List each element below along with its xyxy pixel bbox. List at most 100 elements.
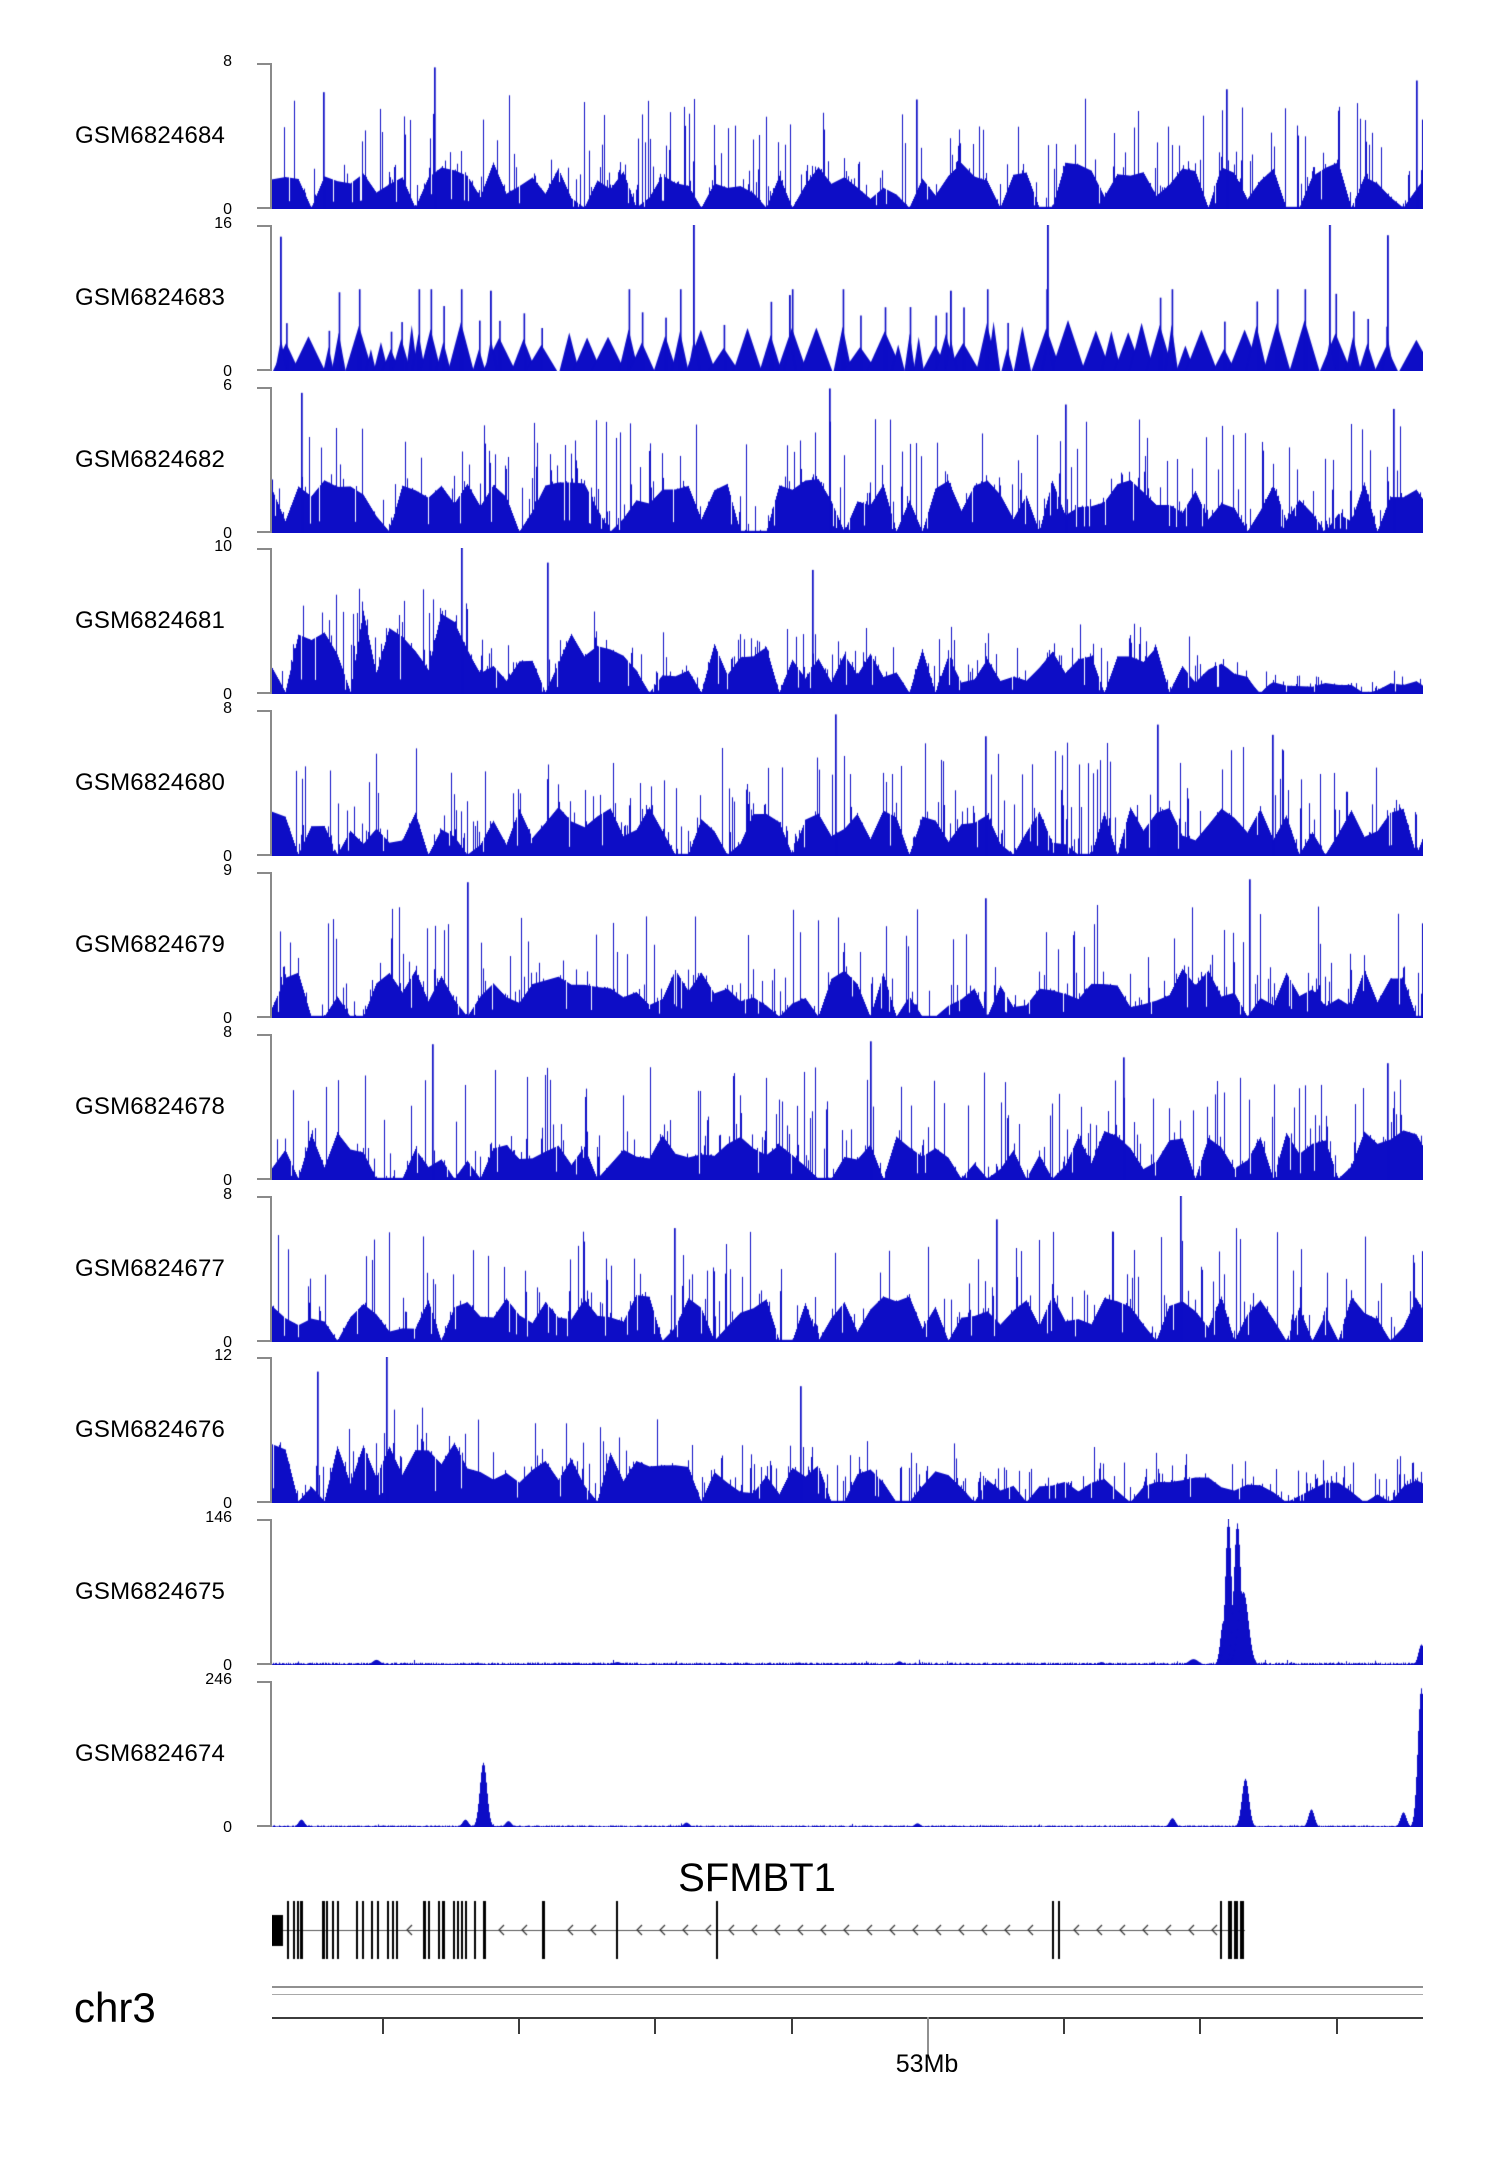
signal-canvas — [272, 710, 1423, 857]
y-axis-top-tick — [257, 1033, 270, 1036]
y-axis-top-tick — [257, 386, 270, 389]
y-axis-bottom-tick — [257, 1663, 270, 1666]
track-label: GSM6824677 — [75, 1254, 226, 1282]
y-axis-max-label: 6 — [223, 376, 232, 394]
ruler-tick — [790, 2017, 793, 2034]
signal-canvas — [272, 386, 1423, 533]
y-axis-bottom-tick — [257, 1016, 270, 1018]
ruler-tick — [654, 2017, 657, 2034]
track-label: GSM6824675 — [75, 1578, 226, 1606]
signal-canvas — [272, 63, 1423, 209]
y-axis-max-label: 8 — [223, 1023, 232, 1041]
y-axis-zero-label: 0 — [223, 1009, 232, 1027]
y-axis-zero-label: 0 — [223, 362, 232, 380]
signal-track-row: GSM6824680 8 0 — [0, 700, 1500, 865]
signal-track-row: GSM6824682 6 0 — [0, 377, 1500, 541]
track-label: GSM6824684 — [75, 122, 226, 149]
y-axis-bottom-tick — [257, 1825, 270, 1827]
y-axis-top-tick — [257, 224, 270, 227]
signal-track-row: GSM6824676 12 0 — [0, 1347, 1500, 1512]
y-axis-top-tick — [257, 548, 270, 551]
track-label: GSM6824678 — [75, 1092, 226, 1120]
track-label: GSM6824679 — [75, 931, 226, 958]
signal-track-row: GSM6824683 16 0 — [0, 215, 1500, 380]
track-label: GSM6824676 — [75, 1416, 226, 1444]
y-axis-zero-label: 0 — [223, 1171, 232, 1189]
gene-name-label: SFMBT1 — [678, 1856, 836, 1900]
y-axis-zero-label: 0 — [223, 1818, 232, 1836]
y-axis-top-tick — [257, 1195, 270, 1198]
y-axis-line — [270, 710, 272, 857]
ruler-tick — [1199, 2017, 1202, 2034]
signal-canvas — [272, 224, 1423, 371]
chromosome-bar — [272, 1986, 1423, 1995]
signal-canvas — [272, 1519, 1423, 1666]
signal-track-row: GSM6824681 10 0 — [0, 538, 1500, 703]
y-axis-top-tick — [257, 1357, 270, 1360]
y-axis-top-tick — [257, 872, 270, 874]
signal-track-row: GSM6824678 8 0 — [0, 1024, 1500, 1189]
y-axis-zero-label: 0 — [223, 200, 232, 218]
y-axis-bottom-tick — [257, 1501, 270, 1504]
y-axis-max-label: 146 — [205, 1509, 232, 1527]
signal-track-row: GSM6824679 9 0 — [0, 862, 1500, 1027]
position-label: 53Mb — [895, 2050, 959, 2078]
chromosome-label: chr3 — [74, 1984, 156, 2031]
y-axis-bottom-tick — [257, 530, 270, 533]
y-axis-line — [270, 1681, 272, 1827]
signal-canvas — [272, 1357, 1423, 1504]
y-axis-line — [270, 386, 272, 533]
y-axis-max-label: 10 — [214, 538, 232, 556]
signal-canvas — [272, 872, 1423, 1018]
ruler-tick — [517, 2017, 520, 2034]
signal-track-row: GSM6824677 8 0 — [0, 1186, 1500, 1350]
y-axis-zero-label: 0 — [223, 524, 232, 542]
y-axis-line — [270, 63, 272, 209]
y-axis-max-label: 12 — [214, 1347, 232, 1365]
ruler-tick — [1063, 2017, 1066, 2034]
y-axis-max-label: 8 — [223, 1185, 232, 1203]
y-axis-top-tick — [257, 63, 270, 65]
track-label: GSM6824674 — [75, 1740, 226, 1767]
y-axis-zero-label: 0 — [223, 848, 232, 866]
y-axis-bottom-tick — [257, 1177, 270, 1180]
y-axis-zero-label: 0 — [223, 1657, 232, 1675]
y-axis-bottom-tick — [257, 692, 270, 695]
y-axis-bottom-tick — [257, 368, 270, 371]
y-axis-top-tick — [257, 710, 270, 713]
ruler-tick — [1335, 2017, 1338, 2034]
ruler-major-tick — [927, 2017, 930, 2058]
signal-track-row: GSM6824684 8 0 — [0, 53, 1500, 218]
y-axis-max-label: 8 — [223, 53, 232, 71]
y-axis-top-tick — [257, 1519, 270, 1522]
y-axis-line — [270, 1033, 272, 1180]
track-label: GSM6824680 — [75, 769, 226, 797]
y-axis-max-label: 246 — [205, 1671, 232, 1689]
signal-canvas — [272, 1681, 1423, 1827]
y-axis-line — [270, 1519, 272, 1666]
y-axis-max-label: 8 — [223, 700, 232, 718]
signal-track-row: GSM6824674 246 0 — [0, 1671, 1500, 1836]
y-axis-line — [270, 224, 272, 371]
coordinate-ruler — [272, 2017, 1423, 2019]
signal-track-row: GSM6824675 146 0 — [0, 1509, 1500, 1674]
y-axis-bottom-tick — [257, 1339, 270, 1342]
y-axis-line — [270, 1357, 272, 1504]
y-axis-zero-label: 0 — [223, 1495, 232, 1513]
y-axis-max-label: 16 — [214, 214, 232, 232]
signal-canvas — [272, 548, 1423, 695]
track-label: GSM6824682 — [75, 445, 226, 473]
signal-canvas — [272, 1195, 1423, 1342]
ruler-tick — [382, 2017, 385, 2034]
y-axis-line — [270, 548, 272, 695]
y-axis-line — [270, 1195, 272, 1342]
track-label: GSM6824683 — [75, 283, 226, 311]
signal-canvas — [272, 1033, 1423, 1180]
y-axis-bottom-tick — [257, 207, 270, 209]
y-axis-bottom-tick — [257, 854, 270, 857]
y-axis-zero-label: 0 — [223, 686, 232, 704]
y-axis-max-label: 9 — [223, 862, 232, 880]
gene-model-canvas — [272, 1900, 1423, 1964]
y-axis-zero-label: 0 — [223, 1333, 232, 1351]
